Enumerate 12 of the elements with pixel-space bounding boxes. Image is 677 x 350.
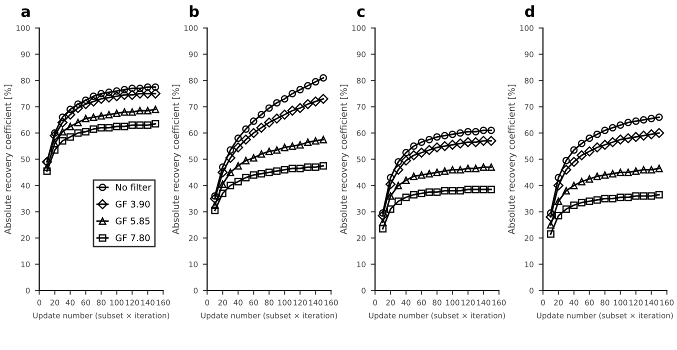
- legend-label: GF 3.90: [116, 200, 150, 208]
- chart-title: c: [357, 8, 365, 18]
- legend-label: GF 5.85: [116, 218, 150, 224]
- y-axis-title: Absolute recovery coefficient [%]: [172, 84, 181, 234]
- y-axis-title: Absolute recovery coefficient [%]: [508, 84, 517, 234]
- y-axis-title: Absolute recovery coefficient [%]: [340, 84, 349, 234]
- y-axis-title: Absolute recovery coefficient [%]: [4, 84, 13, 234]
- chart-title: d: [525, 5, 534, 18]
- chart-title: b: [190, 5, 199, 18]
- legend-label: No filter: [116, 184, 152, 191]
- legend-label: GF 7.80: [116, 234, 150, 242]
- chart-title: a: [21, 8, 30, 18]
